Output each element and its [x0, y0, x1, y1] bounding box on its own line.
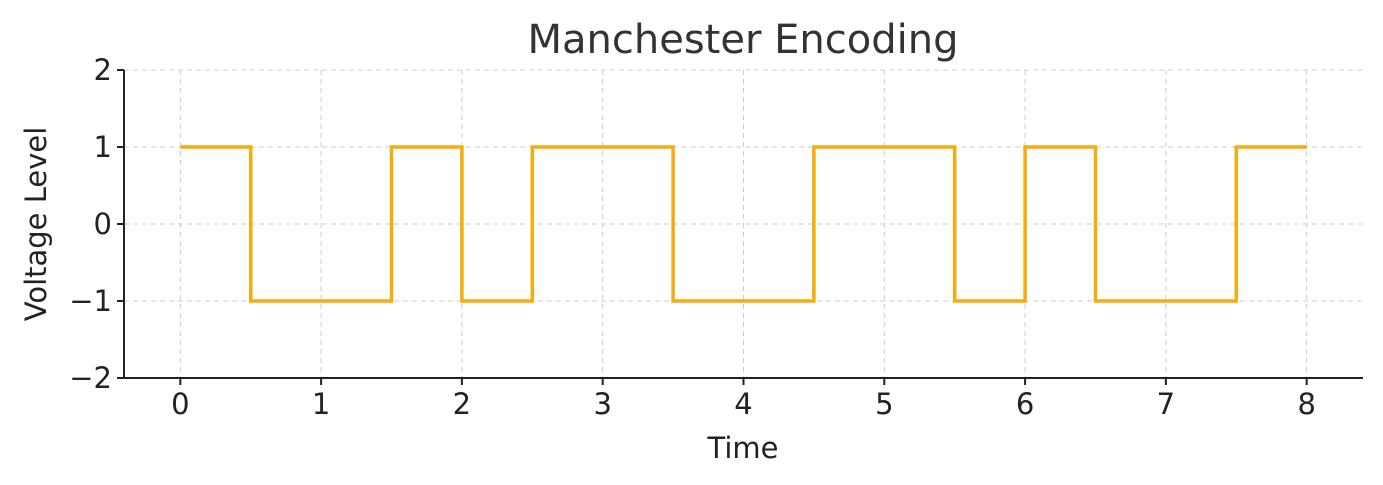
series-layer [180, 145, 1307, 303]
y-tick-label: −2 [69, 361, 112, 395]
series-line [180, 145, 1307, 303]
y-axis-label: Voltage Level [19, 127, 53, 322]
y-tick-label: 1 [94, 130, 112, 164]
x-tick-label: 0 [171, 387, 189, 421]
chart-title: Manchester Encoding [528, 17, 959, 63]
x-tick-label: 3 [593, 387, 611, 421]
x-tick-label: 1 [312, 387, 330, 421]
x-tick-label: 7 [1157, 387, 1175, 421]
y-tick-label: −1 [69, 284, 112, 318]
x-tick-label: 6 [1016, 387, 1034, 421]
x-tick-label: 4 [734, 387, 752, 421]
y-tick-label: 0 [94, 207, 112, 241]
grid [124, 69, 1363, 379]
x-tick-label: 8 [1297, 387, 1315, 421]
y-tick-label: 2 [94, 53, 112, 87]
x-tick-label: 2 [453, 387, 471, 421]
x-ticks: 0 1 2 3 4 5 6 7 8 [171, 378, 1316, 421]
x-axis-label: Time [707, 431, 779, 465]
y-ticks: 2 1 0 −1 −2 [69, 53, 124, 395]
x-tick-label: 5 [875, 387, 893, 421]
